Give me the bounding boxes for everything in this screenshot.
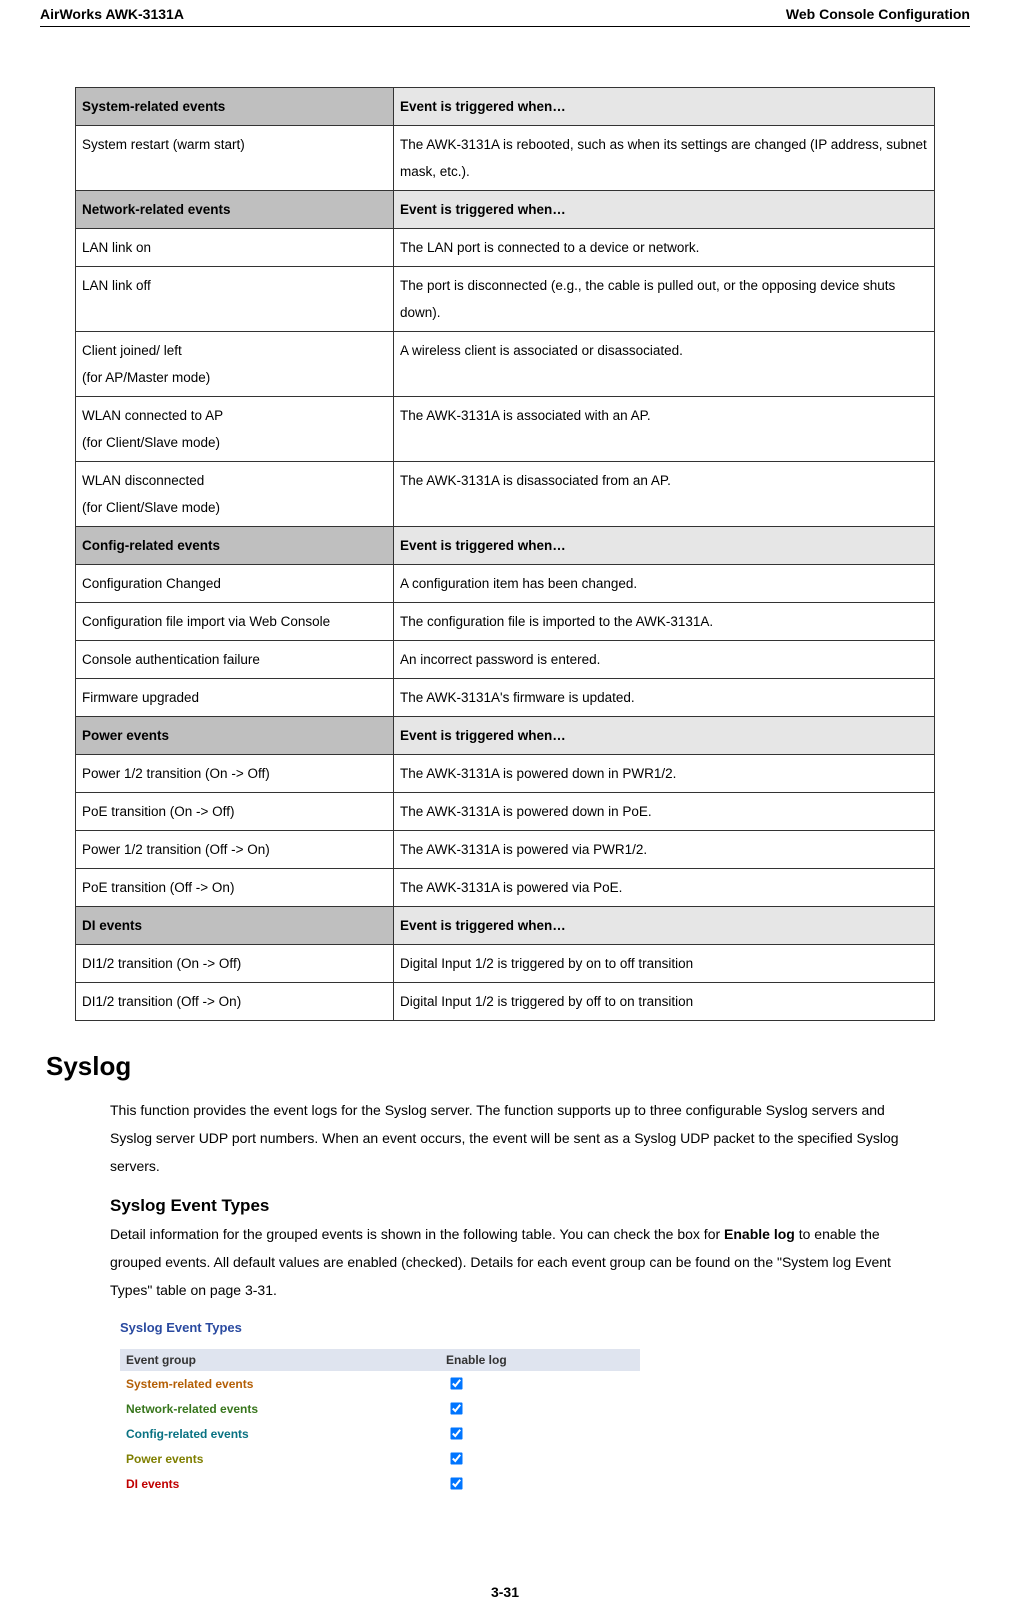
enable-log-checkbox[interactable] xyxy=(450,1452,462,1464)
enable-log-cell xyxy=(440,1421,640,1446)
event-trigger: The AWK-3131A is powered via PoE. xyxy=(394,869,935,907)
syslog-intro: This function provides the event logs fo… xyxy=(110,1096,930,1180)
event-name: WLAN connected to AP(for Client/Slave mo… xyxy=(76,397,394,462)
event-trigger: An incorrect password is entered. xyxy=(394,641,935,679)
event-name: PoE transition (On -> Off) xyxy=(76,793,394,831)
event-trigger: Event is triggered when… xyxy=(394,191,935,229)
event-name: Power 1/2 transition (Off -> On) xyxy=(76,831,394,869)
table-row: System-related eventsEvent is triggered … xyxy=(76,88,935,126)
event-name: Configuration Changed xyxy=(76,565,394,603)
event-group-label: Power events xyxy=(120,1446,440,1471)
syslog-heading: Syslog xyxy=(46,1051,970,1082)
event-trigger: The port is disconnected (e.g., the cabl… xyxy=(394,267,935,332)
event-name: Config-related events xyxy=(76,527,394,565)
event-trigger: The AWK-3131A is rebooted, such as when … xyxy=(394,126,935,191)
col-enable-log: Enable log xyxy=(440,1349,640,1371)
syslog-sub-heading: Syslog Event Types xyxy=(110,1196,970,1216)
table-row: DI eventsEvent is triggered when… xyxy=(76,907,935,945)
panel-row: Network-related events xyxy=(120,1396,640,1421)
table-row: DI1/2 transition (On -> Off)Digital Inpu… xyxy=(76,945,935,983)
table-row: LAN link onThe LAN port is connected to … xyxy=(76,229,935,267)
event-group-label: DI events xyxy=(120,1471,440,1496)
table-row: Network-related eventsEvent is triggered… xyxy=(76,191,935,229)
page-header: AirWorks AWK-3131A Web Console Configura… xyxy=(40,0,970,27)
event-name: LAN link on xyxy=(76,229,394,267)
event-name: Power 1/2 transition (On -> Off) xyxy=(76,755,394,793)
enable-log-checkbox[interactable] xyxy=(450,1427,462,1439)
event-trigger: The AWK-3131A is disassociated from an A… xyxy=(394,462,935,527)
enable-log-checkbox[interactable] xyxy=(450,1402,462,1414)
panel-row: Power events xyxy=(120,1446,640,1471)
event-trigger: A configuration item has been changed. xyxy=(394,565,935,603)
syslog-sub-text-bold: Enable log xyxy=(724,1226,795,1242)
table-row: LAN link offThe port is disconnected (e.… xyxy=(76,267,935,332)
enable-log-cell xyxy=(440,1371,640,1396)
event-name: LAN link off xyxy=(76,267,394,332)
event-trigger: Digital Input 1/2 is triggered by off to… xyxy=(394,983,935,1021)
page-number: 3-31 xyxy=(0,1584,1010,1600)
event-trigger: A wireless client is associated or disas… xyxy=(394,332,935,397)
event-name: Client joined/ left(for AP/Master mode) xyxy=(76,332,394,397)
table-row: Power 1/2 transition (Off -> On)The AWK-… xyxy=(76,831,935,869)
panel-row: System-related events xyxy=(120,1371,640,1396)
event-name: Configuration file import via Web Consol… xyxy=(76,603,394,641)
table-row: Power eventsEvent is triggered when… xyxy=(76,717,935,755)
event-group-label: Config-related events xyxy=(120,1421,440,1446)
event-name: Console authentication failure xyxy=(76,641,394,679)
table-row: Config-related eventsEvent is triggered … xyxy=(76,527,935,565)
event-trigger: The AWK-3131A's firmware is updated. xyxy=(394,679,935,717)
table-row: PoE transition (Off -> On)The AWK-3131A … xyxy=(76,869,935,907)
event-trigger: The configuration file is imported to th… xyxy=(394,603,935,641)
table-row: Power 1/2 transition (On -> Off)The AWK-… xyxy=(76,755,935,793)
enable-log-checkbox[interactable] xyxy=(450,1477,462,1489)
table-row: DI1/2 transition (Off -> On)Digital Inpu… xyxy=(76,983,935,1021)
event-name: Power events xyxy=(76,717,394,755)
panel-title: Syslog Event Types xyxy=(120,1320,640,1335)
table-row: Client joined/ left(for AP/Master mode)A… xyxy=(76,332,935,397)
syslog-event-types-panel: Syslog Event Types Event group Enable lo… xyxy=(120,1320,640,1496)
event-trigger: The LAN port is connected to a device or… xyxy=(394,229,935,267)
event-trigger: The AWK-3131A is associated with an AP. xyxy=(394,397,935,462)
table-row: Console authentication failureAn incorre… xyxy=(76,641,935,679)
syslog-panel-table: Event group Enable log System-related ev… xyxy=(120,1349,640,1496)
event-name: Firmware upgraded xyxy=(76,679,394,717)
event-name: System-related events xyxy=(76,88,394,126)
enable-log-cell xyxy=(440,1446,640,1471)
event-group-label: Network-related events xyxy=(120,1396,440,1421)
event-group-label: System-related events xyxy=(120,1371,440,1396)
table-row: PoE transition (On -> Off)The AWK-3131A … xyxy=(76,793,935,831)
panel-row: Config-related events xyxy=(120,1421,640,1446)
event-name: WLAN disconnected(for Client/Slave mode) xyxy=(76,462,394,527)
event-trigger: The AWK-3131A is powered down in PoE. xyxy=(394,793,935,831)
enable-log-checkbox[interactable] xyxy=(450,1377,462,1389)
event-trigger: Event is triggered when… xyxy=(394,527,935,565)
event-name: DI1/2 transition (Off -> On) xyxy=(76,983,394,1021)
event-name: PoE transition (Off -> On) xyxy=(76,869,394,907)
table-row: WLAN connected to AP(for Client/Slave mo… xyxy=(76,397,935,462)
header-right: Web Console Configuration xyxy=(786,6,970,22)
event-trigger: Digital Input 1/2 is triggered by on to … xyxy=(394,945,935,983)
syslog-sub-text: Detail information for the grouped event… xyxy=(110,1220,930,1304)
event-trigger: The AWK-3131A is powered down in PWR1/2. xyxy=(394,755,935,793)
event-name: Network-related events xyxy=(76,191,394,229)
event-trigger: The AWK-3131A is powered via PWR1/2. xyxy=(394,831,935,869)
event-name: System restart (warm start) xyxy=(76,126,394,191)
table-row: WLAN disconnected(for Client/Slave mode)… xyxy=(76,462,935,527)
event-trigger: Event is triggered when… xyxy=(394,88,935,126)
event-trigger: Event is triggered when… xyxy=(394,907,935,945)
table-row: Firmware upgradedThe AWK-3131A's firmwar… xyxy=(76,679,935,717)
table-row: Configuration ChangedA configuration ite… xyxy=(76,565,935,603)
col-event-group: Event group xyxy=(120,1349,440,1371)
enable-log-cell xyxy=(440,1471,640,1496)
header-left: AirWorks AWK-3131A xyxy=(40,6,184,22)
panel-row: DI events xyxy=(120,1471,640,1496)
table-row: System restart (warm start)The AWK-3131A… xyxy=(76,126,935,191)
event-name: DI events xyxy=(76,907,394,945)
syslog-sub-text-pre: Detail information for the grouped event… xyxy=(110,1226,724,1242)
enable-log-cell xyxy=(440,1396,640,1421)
event-name: DI1/2 transition (On -> Off) xyxy=(76,945,394,983)
table-row: Configuration file import via Web Consol… xyxy=(76,603,935,641)
events-table: System-related eventsEvent is triggered … xyxy=(75,87,935,1021)
event-trigger: Event is triggered when… xyxy=(394,717,935,755)
